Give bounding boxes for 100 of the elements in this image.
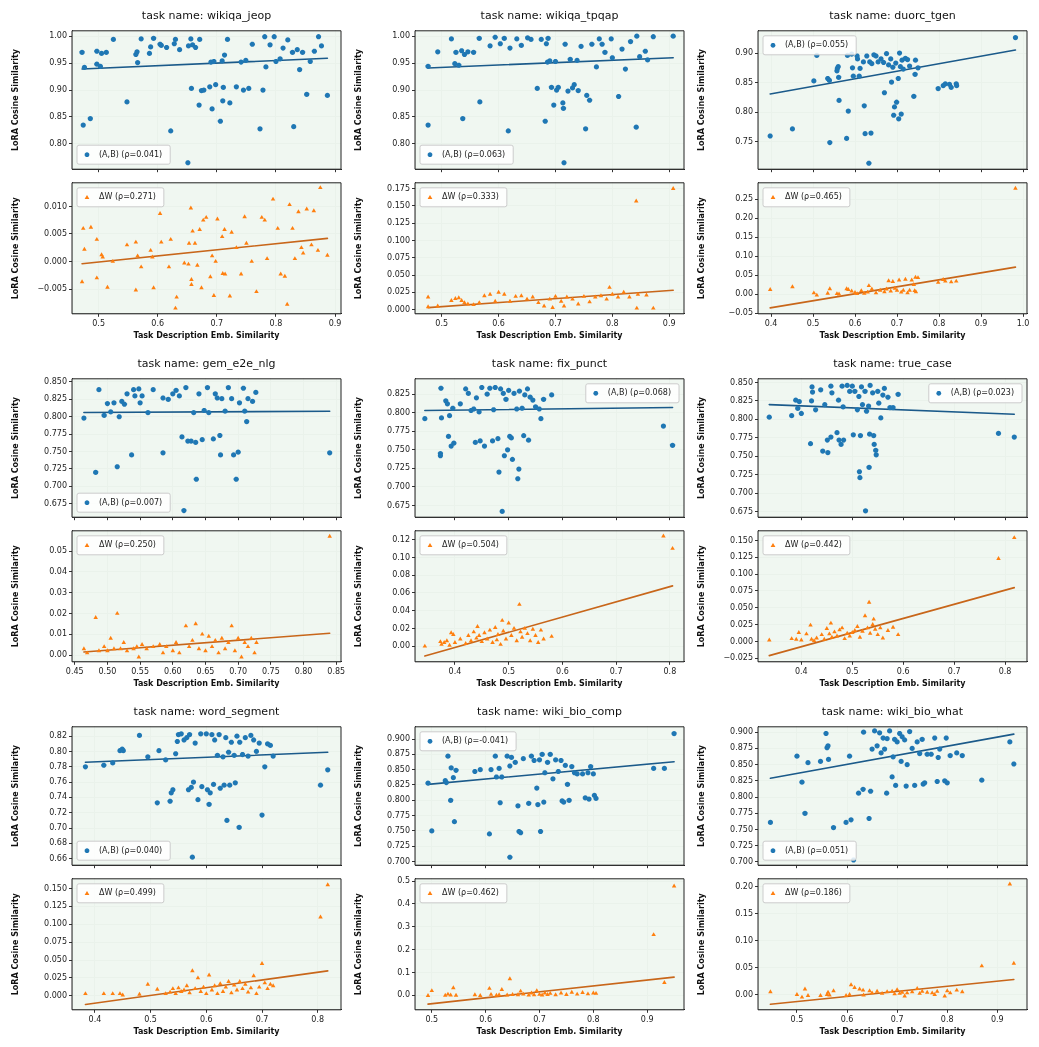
y-tick-label: 0.075 [730, 586, 753, 596]
x-tick-label: 0.60 [163, 666, 182, 676]
y-axis-title: LoRA Cosine Similarity [353, 48, 363, 151]
x-tick-label: 0.6 [199, 1014, 213, 1024]
legend-label: ΔW (ρ=0.333) [442, 192, 499, 202]
legend-label: (A,B) (ρ=0.041) [99, 149, 163, 159]
x-tick-label: 0.8 [586, 1014, 600, 1024]
x-tick-label: 0.8 [932, 318, 946, 328]
chart-title: task name: wikiqa_tpqap [479, 8, 620, 24]
x-tick-label: 0.7 [210, 318, 224, 328]
y-tick-label: 0.825 [730, 775, 753, 785]
y-tick-label: 0.700 [730, 488, 753, 498]
y-tick-label: 0.800 [730, 792, 753, 802]
chart-title: task name: duorc_tgen [828, 8, 957, 24]
y-tick-label: 0.06 [392, 588, 410, 598]
y-tick-label: 0.875 [730, 743, 753, 753]
x-tick-label: 0.8 [940, 1014, 954, 1024]
chart-title: task name: true_case [832, 356, 953, 372]
y-tick-label: 0.78 [49, 761, 67, 771]
y-tick-label: 0.700 [730, 857, 753, 867]
x-tick-label: 0.9 [662, 318, 676, 328]
y-tick-label: 0.0 [397, 990, 410, 1000]
x-axis-title: Task Description Emb. Similarity [133, 1027, 281, 1037]
x-tick-label: 0.9 [328, 318, 342, 328]
y-axis-title: LoRA Cosine Similarity [353, 396, 363, 499]
chart-title: task name: wiki_bio_comp [476, 704, 623, 720]
x-tick-label: 0.6 [479, 1014, 493, 1024]
y-tick-label: 0.700 [387, 482, 410, 491]
y-tick-label: 0.175 [387, 183, 410, 193]
y-tick-label: 0.075 [44, 937, 67, 947]
x-axis-title: Task Description Emb. Similarity [476, 331, 624, 341]
x-tick-label: 0.8 [663, 666, 677, 676]
y-tick-label: 0.010 [44, 201, 67, 211]
y-tick-label: 0.825 [387, 389, 410, 399]
y-tick-label: 0.850 [730, 377, 753, 387]
y-tick-label: 0.74 [49, 792, 67, 802]
x-tick-label: 0.4 [764, 318, 778, 328]
x-tick-label: 1.0 [1016, 318, 1030, 328]
x-tick-label: 0.5 [845, 666, 859, 676]
y-tick-label: 0.80 [392, 138, 410, 148]
y-tick-label: 0.68 [49, 838, 67, 848]
y-tick-label: 0.725 [387, 463, 410, 473]
y-tick-label: 0.000 [44, 990, 67, 1000]
y-axis-title: LoRA Cosine Similarity [696, 48, 706, 151]
x-tick-label: 0.6 [840, 1014, 854, 1024]
y-tick-label: 0.700 [44, 481, 67, 491]
legend-label: (A,B) (ρ=-0.041) [442, 736, 509, 746]
x-tick-label: 0.4 [88, 1014, 102, 1024]
x-axis-title: Task Description Emb. Similarity [819, 331, 967, 341]
y-tick-label: 0.100 [44, 919, 67, 929]
y-axis-title: LoRA Cosine Similarity [353, 744, 363, 847]
y-tick-label: 0.775 [730, 432, 753, 442]
y-tick-label: 0.000 [44, 256, 67, 266]
y-tick-label: 0.2 [397, 944, 410, 954]
y-tick-label: 0.04 [392, 605, 410, 615]
y-tick-label: 0.70 [49, 823, 67, 833]
x-tick-label: 0.7 [890, 318, 904, 328]
y-tick-label: 0.825 [730, 396, 753, 406]
x-tick-label: 0.9 [974, 318, 988, 328]
x-tick-label: 0.9 [990, 1014, 1004, 1024]
x-tick-label: 0.75 [261, 666, 280, 676]
y-tick-label: 0.15 [735, 232, 753, 242]
y-tick-label: 0.20 [735, 213, 753, 223]
y-tick-label: 0.750 [730, 824, 753, 834]
y-tick-label: 0.675 [730, 506, 753, 516]
x-tick-label: 0.7 [255, 1014, 269, 1024]
y-tick-label: 0.10 [735, 251, 753, 261]
x-tick-label: 0.5 [502, 666, 516, 676]
x-tick-label: 0.5 [435, 318, 449, 328]
y-axis-title: LoRA Cosine Similarity [696, 544, 706, 648]
y-axis-title: LoRA Cosine Similarity [10, 744, 20, 847]
y-tick-label: 0.800 [44, 411, 67, 421]
y-tick-label: 0.02 [392, 623, 410, 633]
x-axis-title: Task Description Emb. Similarity [476, 1027, 624, 1037]
legend-label: (A,B) (ρ=0.040) [99, 845, 163, 855]
y-tick-label: 0.050 [387, 270, 410, 280]
x-tick-label: 0.4 [448, 666, 462, 676]
y-tick-label: 0.005 [44, 229, 67, 239]
legend-label: ΔW (ρ=0.462) [442, 888, 499, 898]
y-tick-label: 0.4 [397, 899, 410, 909]
y-tick-label: 0.675 [387, 500, 410, 510]
y-tick-label: 0.95 [392, 58, 410, 68]
x-tick-label: 0.7 [549, 318, 562, 328]
y-axis-title: LoRA Cosine Similarity [353, 892, 363, 996]
x-tick-label: 0.8 [311, 1014, 325, 1024]
y-tick-label: 0.90 [49, 85, 67, 95]
x-tick-label: 0.6 [848, 318, 862, 328]
y-axis-title: LoRA Cosine Similarity [10, 48, 20, 151]
x-tick-label: 0.7 [609, 666, 623, 676]
y-tick-label: 0.725 [730, 840, 753, 850]
y-tick-label: 0.80 [49, 138, 67, 148]
y-tick-label: 0.72 [49, 807, 67, 817]
y-tick-label: 0.04 [49, 566, 67, 576]
y-tick-label: 0.850 [387, 764, 410, 774]
x-tick-label: 0.50 [98, 666, 117, 676]
y-tick-label: 0.800 [387, 407, 410, 417]
y-tick-label: 0.05 [49, 546, 67, 556]
y-tick-label: −0.005 [37, 284, 67, 294]
legend-label: ΔW (ρ=0.465) [785, 192, 842, 202]
y-axis-title: LoRA Cosine Similarity [696, 892, 706, 996]
